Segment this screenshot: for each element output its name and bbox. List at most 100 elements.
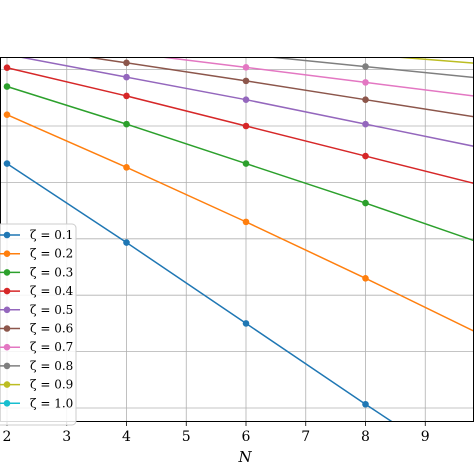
series-line	[6, 162, 394, 422]
legend-swatch-marker	[3, 343, 11, 351]
data-point	[123, 40, 130, 47]
legend-item: ζ = 0.9	[0, 378, 73, 392]
data-point	[362, 45, 369, 52]
series-2	[3, 111, 474, 333]
data-point	[363, 57, 368, 58]
legend-label: ζ = 0.7	[30, 340, 73, 354]
legend-swatch-marker	[3, 325, 11, 332]
x-tick-label: 4	[122, 429, 131, 445]
data-point	[4, 57, 10, 58]
legend-item: ζ = 0.7	[0, 340, 73, 354]
series-10	[4, 20, 474, 60]
series-9	[4, 24, 474, 64]
data-point	[3, 111, 11, 119]
data-point	[123, 164, 130, 171]
legend-swatch-marker	[3, 250, 11, 257]
series-1	[3, 160, 394, 422]
series-line	[6, 66, 474, 185]
data-point	[362, 120, 369, 128]
data-point	[362, 63, 369, 70]
x-tick-label: 6	[242, 429, 251, 445]
x-tick-label: 2	[3, 429, 12, 445]
data-point	[123, 239, 130, 246]
series-line	[386, 57, 474, 64]
series-3	[3, 83, 474, 242]
legend-swatch-marker	[3, 269, 11, 276]
series-layer	[3, 20, 474, 422]
legend-item: ζ = 0.2	[0, 247, 73, 261]
data-point	[3, 64, 11, 72]
legend-swatch-marker	[3, 306, 11, 314]
legend-swatch-marker	[3, 400, 11, 407]
legend-item: ζ = 0.5	[0, 303, 73, 317]
data-point	[123, 120, 130, 128]
legend-label: ζ = 0.4	[30, 284, 74, 298]
series-4	[3, 64, 474, 185]
series-8	[4, 29, 474, 79]
legend-item: ζ = 1.0	[0, 396, 73, 410]
legend-item: ζ = 0.6	[0, 322, 73, 336]
data-point	[123, 73, 130, 81]
data-point	[242, 218, 250, 226]
data-point	[4, 20, 11, 27]
legend-swatch-marker	[3, 287, 11, 295]
data-point	[362, 79, 369, 86]
data-point	[242, 77, 250, 85]
x-tick-label: 8	[361, 429, 370, 445]
legend-swatch-marker	[3, 381, 11, 388]
data-point	[362, 274, 369, 282]
x-tick-label: 7	[301, 429, 310, 445]
data-point	[4, 42, 11, 49]
x-tick-label: 5	[182, 429, 191, 445]
grid	[0, 57, 474, 422]
legend-label: ζ = 1.0	[30, 396, 73, 410]
data-point	[243, 42, 250, 49]
legend-label: ζ = 0.6	[30, 322, 73, 336]
data-point	[243, 37, 250, 44]
legend-box	[0, 223, 77, 426]
legend-swatch-marker	[3, 362, 11, 370]
data-point	[3, 160, 11, 167]
legend-label: ζ = 0.2	[30, 247, 73, 261]
data-point	[242, 64, 250, 71]
legend-swatch-marker	[3, 231, 11, 239]
legend-item: ζ = 0.8	[0, 359, 73, 373]
data-point	[4, 34, 11, 41]
legend-label: ζ = 0.9	[30, 378, 73, 392]
legend-item: ζ = 0.4	[0, 284, 74, 298]
data-point	[3, 83, 11, 90]
series-line	[262, 57, 474, 79]
legend-label: ζ = 0.5	[30, 303, 73, 317]
data-point	[123, 92, 130, 100]
data-point	[242, 122, 250, 130]
data-point	[4, 24, 11, 31]
data-point	[123, 33, 130, 40]
data-point	[123, 29, 130, 36]
data-point	[243, 57, 249, 58]
series-line	[6, 114, 474, 333]
series-line	[7, 24, 474, 57]
data-point	[362, 96, 369, 103]
x-axis-label: N	[237, 448, 252, 466]
series-6	[4, 42, 474, 118]
legend-label: ζ = 0.8	[30, 359, 73, 373]
data-point	[362, 199, 369, 207]
series-line	[81, 57, 474, 118]
data-point	[362, 152, 369, 160]
legend-label: ζ = 0.3	[30, 265, 73, 279]
data-point	[123, 49, 130, 56]
data-point	[242, 160, 250, 167]
x-ticks: 2 3 4 5 6 7 8 9	[3, 422, 430, 445]
x-tick-label: 3	[62, 429, 71, 445]
data-point	[242, 96, 250, 103]
x-tick-label: 9	[421, 429, 430, 445]
legend-item: ζ = 0.1	[0, 228, 73, 242]
data-point	[123, 59, 130, 67]
data-point	[4, 29, 11, 36]
data-point	[242, 320, 250, 327]
data-point	[362, 400, 369, 408]
series-7	[4, 34, 474, 97]
legend-item: ζ = 0.3	[0, 265, 73, 279]
legend-label: ζ = 0.1	[30, 228, 73, 242]
